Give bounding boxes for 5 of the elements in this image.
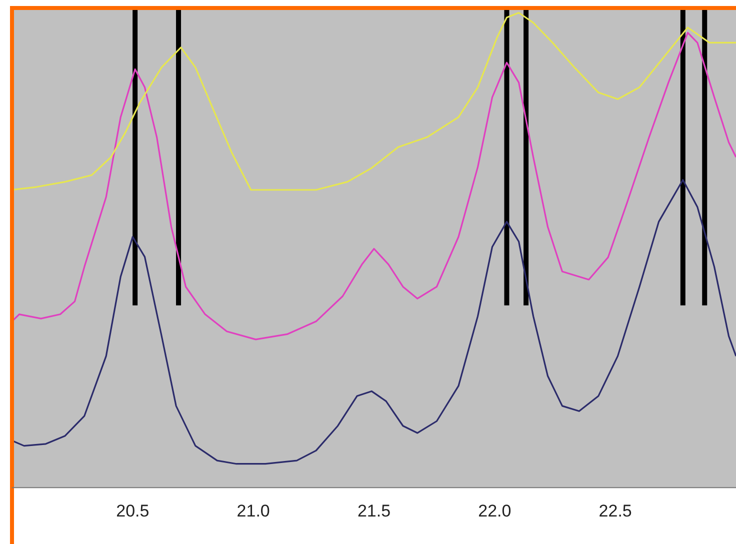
x-tick-label: 21.5 — [357, 501, 391, 520]
x-tick-label: 22.5 — [598, 501, 632, 520]
x-tick-label: 20.5 — [116, 501, 150, 520]
x-tick-label: 22.0 — [478, 501, 512, 520]
x-tick-label: 21.0 — [236, 501, 270, 520]
